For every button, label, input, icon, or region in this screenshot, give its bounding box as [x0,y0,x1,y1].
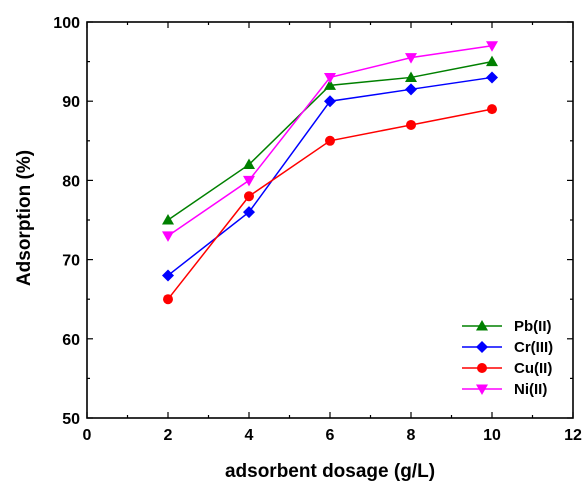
data-point [243,206,255,219]
data-point [162,214,174,225]
x-tick-label: 8 [407,427,416,444]
legend: Pb(II) Cr(III) Cu(II) Ni(II) [462,318,553,398]
y-tick-label: 90 [62,94,80,111]
data-point [324,79,336,90]
data-point [244,191,254,202]
data-point [243,175,255,187]
data-point [487,104,497,115]
y-axis-title: Adsorption (%) [14,150,35,286]
x-axis: 0 2 4 6 8 10 12 [83,22,582,444]
legend-marker [476,320,488,331]
data-point [324,95,336,108]
legend-label: Ni(II) [514,381,547,398]
legend-marker [476,384,488,395]
legend-marker [476,341,488,353]
legend-marker [477,363,487,373]
data-point [162,231,174,242]
y-tick-label: 70 [62,253,80,270]
y-axis: 50 60 70 80 90 100 [53,15,573,428]
x-tick-label: 10 [483,427,501,444]
data-point [162,269,174,282]
legend-label: Pb(II) [514,318,552,335]
data-point [324,72,336,84]
data-point [486,55,498,67]
x-tick-label: 6 [326,427,335,444]
x-tick-label: 4 [245,427,254,444]
y-tick-label: 60 [62,332,80,349]
x-tick-label: 12 [564,427,582,444]
series-group [162,55,498,225]
y-tick-label: 80 [62,173,80,190]
y-tick-label: 100 [53,15,80,32]
data-point [163,294,173,305]
series-group [162,41,498,242]
x-tick-label: 2 [164,427,173,444]
data-point [486,41,498,52]
data-point [405,71,417,82]
data-point [243,158,255,170]
x-tick-label: 0 [83,427,92,444]
series-group [162,71,498,282]
series-layer [162,41,498,305]
data-point [486,71,498,84]
data-point [406,119,416,130]
legend-label: Cu(II) [514,360,552,377]
series-group [163,104,497,305]
legend-label: Cr(III) [514,339,553,356]
y-tick-label: 50 [62,411,80,428]
x-axis-title: adsorbent dosage (g/L) [225,461,435,482]
data-point [325,135,335,146]
data-point [405,53,417,64]
data-point [405,83,417,96]
